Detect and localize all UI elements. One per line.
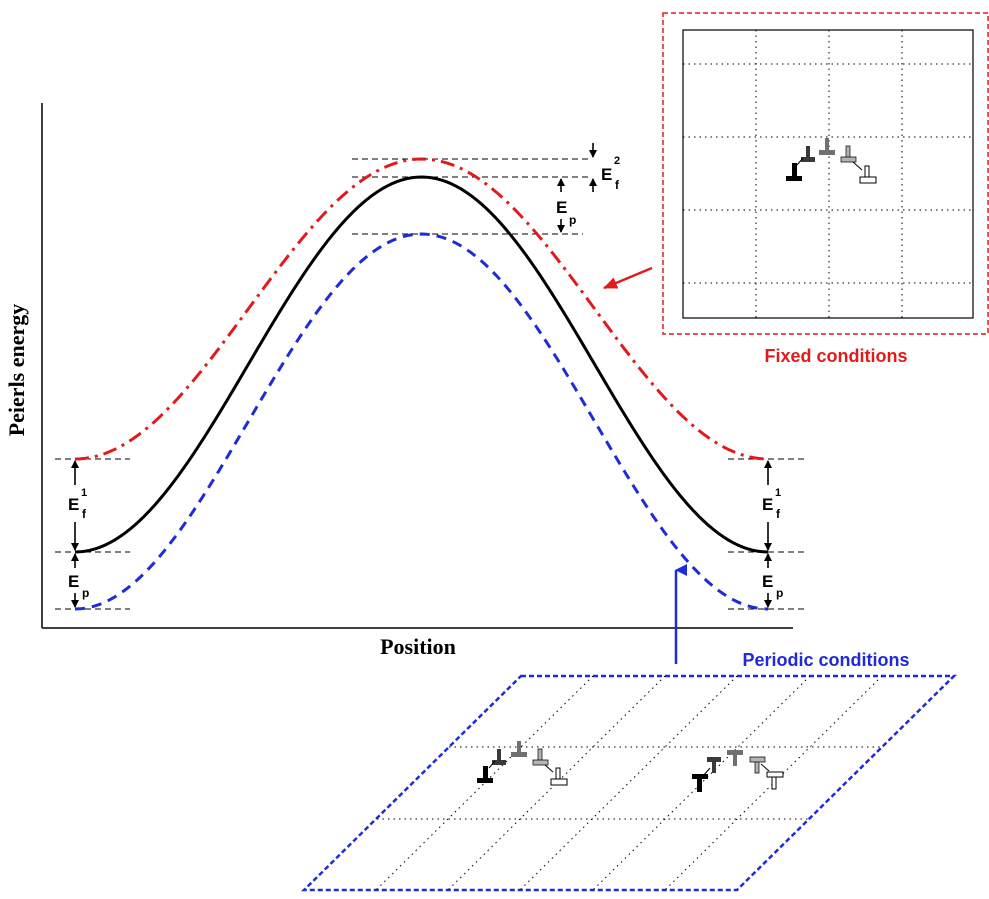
label-ef1-left: E [68, 495, 79, 514]
y-axis-label: Peierls energy [4, 304, 29, 437]
periodic-conditions-panel: Periodic conditions [300, 650, 958, 892]
label-ep-right-sub: p [776, 586, 783, 600]
label-ef1-right-sup: 1 [775, 487, 781, 499]
periodic-dislocation-symbols-left [477, 741, 568, 786]
dislocation-symbol-4 [840, 145, 857, 163]
dislocation-symbol-3 [511, 741, 527, 757]
label-ef2-top-sup: 2 [614, 155, 620, 167]
label-ef1-left-sub: f [82, 507, 87, 521]
dislocation-symbol-2 [801, 146, 815, 162]
label-ef1-right-sub: f [776, 507, 781, 521]
fixed-panel-box [682, 29, 974, 319]
periodic-panel-outline [300, 674, 958, 892]
dislocation-symbol-1 [477, 766, 493, 783]
dislocation-symbol-3 [819, 138, 835, 155]
label-ep-top: E [556, 198, 567, 217]
curve-reference [74, 175, 769, 554]
dislocation-symbol-inverted-4 [749, 756, 766, 774]
dislocation-symbol-inverted-5 [766, 771, 784, 790]
dislocation-symbol-inverted-3 [727, 750, 743, 766]
dislocation-glide-2 [852, 161, 863, 171]
label-ef1-right: E [762, 495, 773, 514]
dislocation-glide-1 [796, 157, 804, 166]
dislocation-symbol-5 [550, 767, 568, 786]
fixed-conditions-caption: Fixed conditions [764, 346, 907, 366]
energy-arrows [71, 143, 772, 608]
fixed-dislocation-symbols [786, 138, 877, 184]
label-ef2-top-sub: f [615, 178, 620, 192]
fixed-pointer-arrow [603, 266, 653, 290]
periodic-panel-grid [375, 675, 883, 891]
dislocation-symbol-2 [492, 749, 506, 765]
periodic-dislocation-symbols-right [692, 750, 784, 792]
fixed-conditions-panel: Fixed conditions [662, 12, 989, 366]
curve-periodic [74, 232, 769, 611]
dislocation-symbol-inverted-1 [692, 774, 708, 792]
dislocation-symbol-inverted-2 [707, 757, 721, 773]
periodic-conditions-caption: Periodic conditions [742, 650, 909, 670]
curve-fixed [74, 157, 769, 461]
fixed-panel-grid [683, 30, 973, 318]
label-ep-right: E [762, 572, 773, 591]
x-axis-label: Position [380, 634, 456, 659]
label-ef2-top: E [601, 165, 612, 184]
energy-curves [74, 157, 769, 611]
label-ep-left: E [68, 572, 79, 591]
fixed-panel-outline [662, 12, 989, 335]
dislocation-symbol-4 [532, 748, 549, 766]
label-ep-top-sub: p [569, 213, 576, 227]
dislocation-symbol-1 [786, 163, 802, 181]
reference-level-lines [55, 158, 806, 610]
dislocation-symbol-5 [859, 165, 877, 184]
energy-labels: E 1 f E p E 1 f E p E 2 f E p [68, 155, 783, 600]
label-ep-left-sub: p [82, 586, 89, 600]
label-ef1-left-sup: 1 [81, 487, 87, 499]
